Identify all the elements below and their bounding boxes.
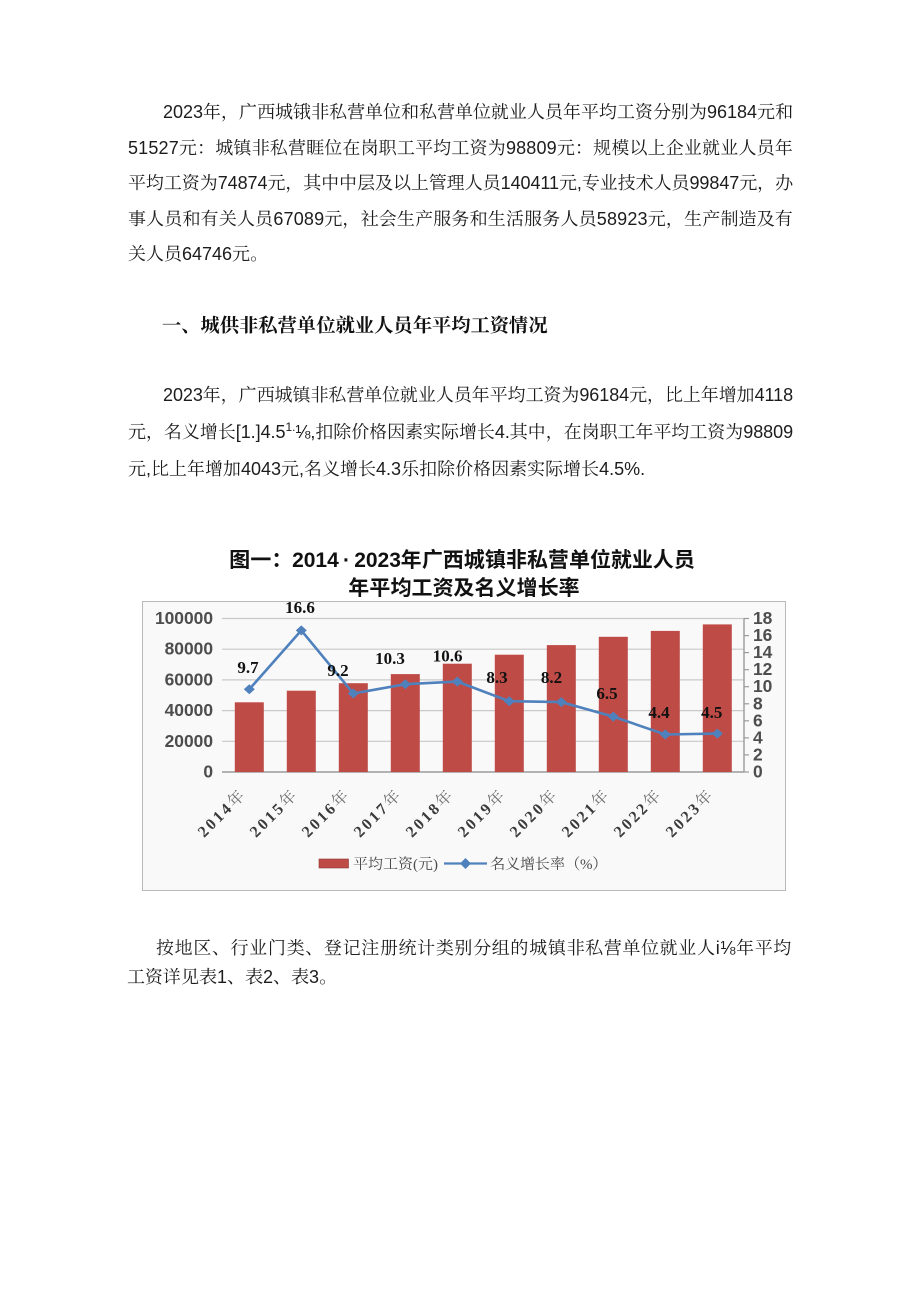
svg-text:18: 18 <box>753 608 773 628</box>
svg-text:4: 4 <box>753 727 763 747</box>
svg-text:4.4: 4.4 <box>648 703 670 722</box>
svg-text:16: 16 <box>753 625 773 645</box>
svg-text:8: 8 <box>753 693 763 713</box>
svg-text:名义增长率（%）: 名义增长率（%） <box>490 856 608 873</box>
svg-text:14: 14 <box>753 642 773 662</box>
svg-text:20000: 20000 <box>165 731 213 751</box>
svg-text:8.3: 8.3 <box>486 668 507 687</box>
svg-text:2: 2 <box>753 744 763 764</box>
svg-text:40000: 40000 <box>165 700 213 720</box>
svg-text:10.6: 10.6 <box>433 646 463 665</box>
svg-text:60000: 60000 <box>165 669 213 689</box>
svg-text:9.7: 9.7 <box>237 658 259 677</box>
svg-text:9.2: 9.2 <box>327 661 348 680</box>
svg-text:8.2: 8.2 <box>541 668 562 687</box>
svg-text:平均工资(元): 平均工资(元) <box>353 856 438 873</box>
svg-text:12: 12 <box>753 659 772 679</box>
svg-text:100000: 100000 <box>155 608 213 628</box>
svg-text:0: 0 <box>203 762 213 782</box>
svg-text:6.5: 6.5 <box>596 684 617 703</box>
svg-text:0: 0 <box>753 762 763 782</box>
svg-text:4.5: 4.5 <box>701 703 722 722</box>
svg-text:80000: 80000 <box>165 639 213 659</box>
svg-text:10: 10 <box>753 676 772 696</box>
svg-text:6: 6 <box>753 710 763 730</box>
svg-text:10.3: 10.3 <box>375 649 405 668</box>
svg-text:16.6: 16.6 <box>285 601 315 617</box>
